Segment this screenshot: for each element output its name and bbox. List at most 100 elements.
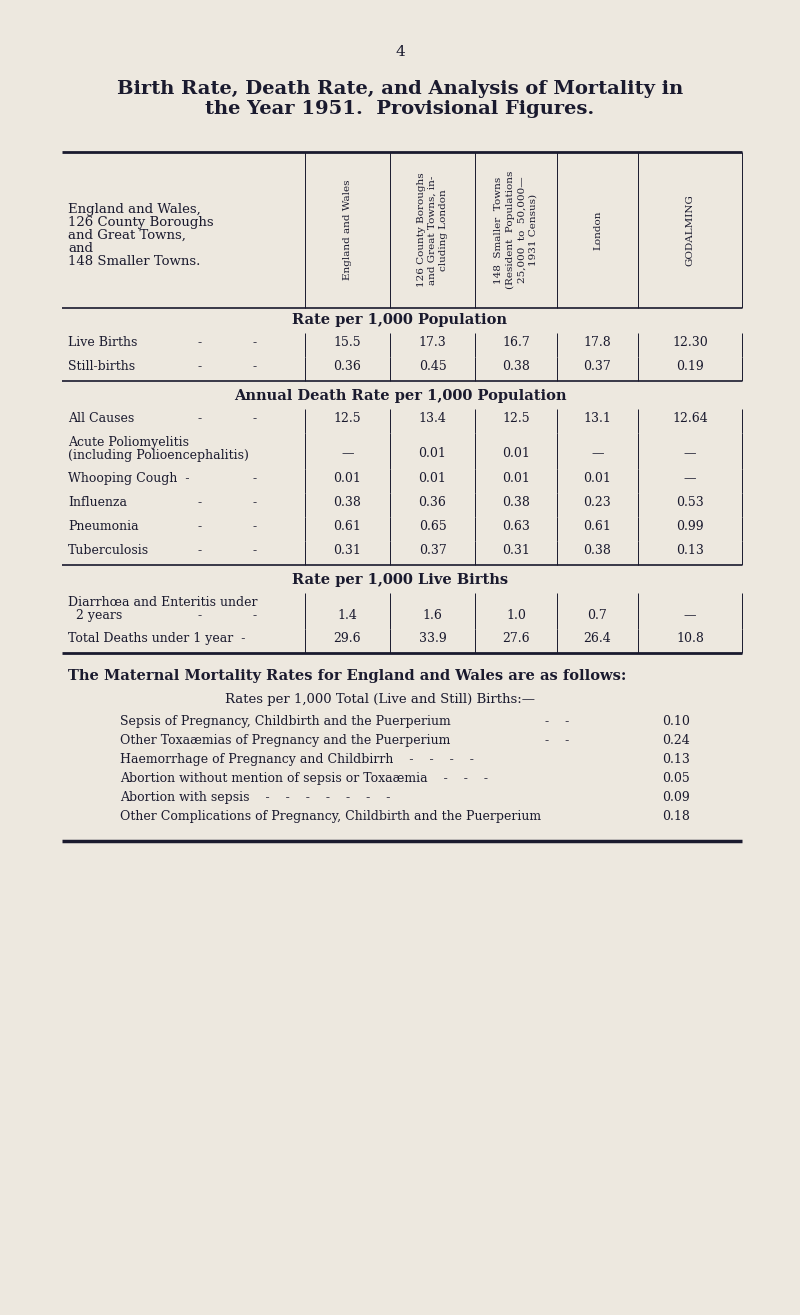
Text: -    -: - -: [545, 734, 570, 747]
Text: 0.38: 0.38: [502, 360, 530, 373]
Text: 0.38: 0.38: [334, 496, 362, 509]
Text: Sepsis of Pregnancy, Childbirth and the Puerperium: Sepsis of Pregnancy, Childbirth and the …: [120, 715, 450, 729]
Text: 0.45: 0.45: [418, 360, 446, 373]
Text: —: —: [342, 447, 354, 460]
Text: 0.53: 0.53: [676, 496, 704, 509]
Text: 26.4: 26.4: [584, 633, 611, 644]
Text: 1.6: 1.6: [422, 609, 442, 622]
Text: 4: 4: [395, 45, 405, 59]
Text: Abortion with sepsis    -    -    -    -    -    -    -: Abortion with sepsis - - - - - - -: [120, 792, 390, 803]
Text: 12.5: 12.5: [502, 412, 530, 425]
Text: -: -: [198, 519, 202, 533]
Text: 13.1: 13.1: [583, 412, 611, 425]
Text: 0.7: 0.7: [588, 609, 607, 622]
Text: -: -: [253, 519, 257, 533]
Text: 0.01: 0.01: [334, 472, 362, 485]
Text: -: -: [253, 544, 257, 558]
Text: Rate per 1,000 Live Births: Rate per 1,000 Live Births: [292, 573, 508, 586]
Text: 0.36: 0.36: [418, 496, 446, 509]
Text: 16.7: 16.7: [502, 337, 530, 348]
Text: 1.4: 1.4: [338, 609, 358, 622]
Text: 126 County Boroughs: 126 County Boroughs: [68, 216, 214, 229]
Text: -: -: [198, 544, 202, 558]
Text: —: —: [591, 447, 604, 460]
Text: 0.19: 0.19: [676, 360, 704, 373]
Text: -: -: [198, 609, 202, 622]
Text: Other Complications of Pregnancy, Childbirth and the Puerperium: Other Complications of Pregnancy, Childb…: [120, 810, 541, 823]
Text: -: -: [253, 609, 257, 622]
Text: -: -: [198, 412, 202, 425]
Text: Birth Rate, Death Rate, and Analysis of Mortality in: Birth Rate, Death Rate, and Analysis of …: [117, 80, 683, 99]
Text: the Year 1951.  Provisional Figures.: the Year 1951. Provisional Figures.: [206, 100, 594, 118]
Text: 0.38: 0.38: [583, 544, 611, 558]
Text: 33.9: 33.9: [418, 633, 446, 644]
Text: 0.13: 0.13: [676, 544, 704, 558]
Text: -: -: [253, 496, 257, 509]
Text: 10.8: 10.8: [676, 633, 704, 644]
Text: Still-births: Still-births: [68, 360, 135, 373]
Text: 0.63: 0.63: [502, 519, 530, 533]
Text: -: -: [253, 412, 257, 425]
Text: 0.37: 0.37: [418, 544, 446, 558]
Text: (including Polioencephalitis): (including Polioencephalitis): [68, 448, 249, 462]
Text: -: -: [198, 496, 202, 509]
Text: 0.13: 0.13: [662, 753, 690, 767]
Text: Rate per 1,000 Population: Rate per 1,000 Population: [293, 313, 507, 327]
Text: 12.30: 12.30: [672, 337, 708, 348]
Text: 12.5: 12.5: [334, 412, 362, 425]
Text: 0.01: 0.01: [583, 472, 611, 485]
Text: All Causes: All Causes: [68, 412, 134, 425]
Text: 0.09: 0.09: [662, 792, 690, 803]
Text: —: —: [684, 472, 696, 485]
Text: —: —: [684, 609, 696, 622]
Text: Total Deaths under 1 year  -: Total Deaths under 1 year -: [68, 633, 246, 644]
Text: London: London: [593, 210, 602, 250]
Text: Haemorrhage of Pregnancy and Childbirrh    -    -    -    -: Haemorrhage of Pregnancy and Childbirrh …: [120, 753, 474, 767]
Text: England and Wales,: England and Wales,: [68, 203, 201, 216]
Text: 1.0: 1.0: [506, 609, 526, 622]
Text: 27.6: 27.6: [502, 633, 530, 644]
Text: Diarrhœa and Enteritis under: Diarrhœa and Enteritis under: [68, 596, 258, 609]
Text: Acute Poliomyelitis: Acute Poliomyelitis: [68, 437, 189, 448]
Text: 0.01: 0.01: [502, 472, 530, 485]
Text: 0.37: 0.37: [584, 360, 611, 373]
Text: 0.05: 0.05: [662, 772, 690, 785]
Text: 0.31: 0.31: [334, 544, 362, 558]
Text: 0.18: 0.18: [662, 810, 690, 823]
Text: 0.36: 0.36: [334, 360, 362, 373]
Text: 15.5: 15.5: [334, 337, 362, 348]
Text: 17.3: 17.3: [418, 337, 446, 348]
Text: 0.65: 0.65: [418, 519, 446, 533]
Text: and Great Towns,: and Great Towns,: [68, 229, 186, 242]
Text: 2 years: 2 years: [68, 609, 122, 622]
Text: -    -: - -: [545, 715, 570, 729]
Text: 0.01: 0.01: [418, 472, 446, 485]
Text: 0.61: 0.61: [583, 519, 611, 533]
Text: Annual Death Rate per 1,000 Population: Annual Death Rate per 1,000 Population: [234, 389, 566, 402]
Text: -: -: [253, 337, 257, 348]
Text: Live Births: Live Births: [68, 337, 138, 348]
Text: Influenza: Influenza: [68, 496, 127, 509]
Text: 29.6: 29.6: [334, 633, 362, 644]
Text: 0.99: 0.99: [676, 519, 704, 533]
Text: 0.23: 0.23: [584, 496, 611, 509]
Text: 126 County Boroughs
and Great Towns, in-
cluding London: 126 County Boroughs and Great Towns, in-…: [417, 172, 449, 287]
Text: 0.10: 0.10: [662, 715, 690, 729]
Text: 0.24: 0.24: [662, 734, 690, 747]
Text: 148  Smaller  Towns
(Resident  Populations
25,000  to  50,000—
1931 Census): 148 Smaller Towns (Resident Populations …: [494, 171, 538, 289]
Text: Whooping Cough  -: Whooping Cough -: [68, 472, 190, 485]
Text: 0.61: 0.61: [334, 519, 362, 533]
Text: -: -: [253, 472, 257, 485]
Text: Pneumonia: Pneumonia: [68, 519, 138, 533]
Text: 12.64: 12.64: [672, 412, 708, 425]
Text: 13.4: 13.4: [418, 412, 446, 425]
Text: 0.31: 0.31: [502, 544, 530, 558]
Text: The Maternal Mortality Rates for England and Wales are as follows:: The Maternal Mortality Rates for England…: [68, 669, 626, 682]
Text: —: —: [684, 447, 696, 460]
Text: 148 Smaller Towns.: 148 Smaller Towns.: [68, 255, 200, 267]
Text: GODALMING: GODALMING: [686, 195, 694, 266]
Text: and: and: [68, 242, 93, 255]
Text: Tuberculosis: Tuberculosis: [68, 544, 149, 558]
Text: England and Wales: England and Wales: [343, 180, 352, 280]
Text: Rates per 1,000 Total (Live and Still) Births:—: Rates per 1,000 Total (Live and Still) B…: [225, 693, 535, 706]
